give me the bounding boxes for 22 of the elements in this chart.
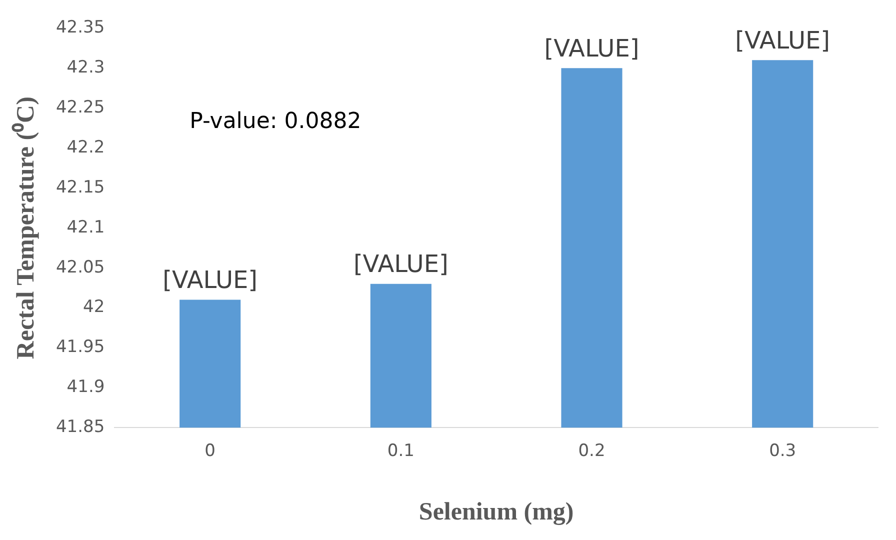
data-label: [VALUE] bbox=[735, 26, 830, 54]
data-label: [VALUE] bbox=[353, 250, 448, 278]
data-label: [VALUE] bbox=[544, 34, 640, 62]
x-tick-label: 0.1 bbox=[387, 441, 414, 462]
x-tick-label: 0.2 bbox=[578, 441, 606, 462]
y-tick-label: 42 bbox=[83, 297, 105, 318]
annotation: P-value: 0.0882 bbox=[190, 108, 362, 134]
data-label: [VALUE] bbox=[162, 266, 258, 294]
y-tick-label: 42.15 bbox=[56, 177, 105, 198]
y-tick-label: 41.9 bbox=[66, 377, 105, 398]
y-tick-label: 42.2 bbox=[66, 137, 105, 158]
y-tick-label: 41.85 bbox=[56, 417, 105, 438]
x-axis-title: Selenium (mg) bbox=[418, 498, 574, 526]
x-tick-label: 0 bbox=[204, 441, 216, 462]
y-tick-label: 42.3 bbox=[66, 58, 105, 78]
x-tick-label: 0.3 bbox=[769, 441, 796, 462]
y-tick-label: 42.05 bbox=[56, 257, 105, 278]
y-tick-label: 41.95 bbox=[56, 337, 105, 358]
y-tick-label: 42.35 bbox=[56, 18, 105, 38]
y-axis-title: Rectal Temperature (⁰C) bbox=[11, 96, 40, 360]
y-tick-label: 42.1 bbox=[66, 217, 105, 238]
y-tick-label: 42.25 bbox=[56, 98, 105, 118]
